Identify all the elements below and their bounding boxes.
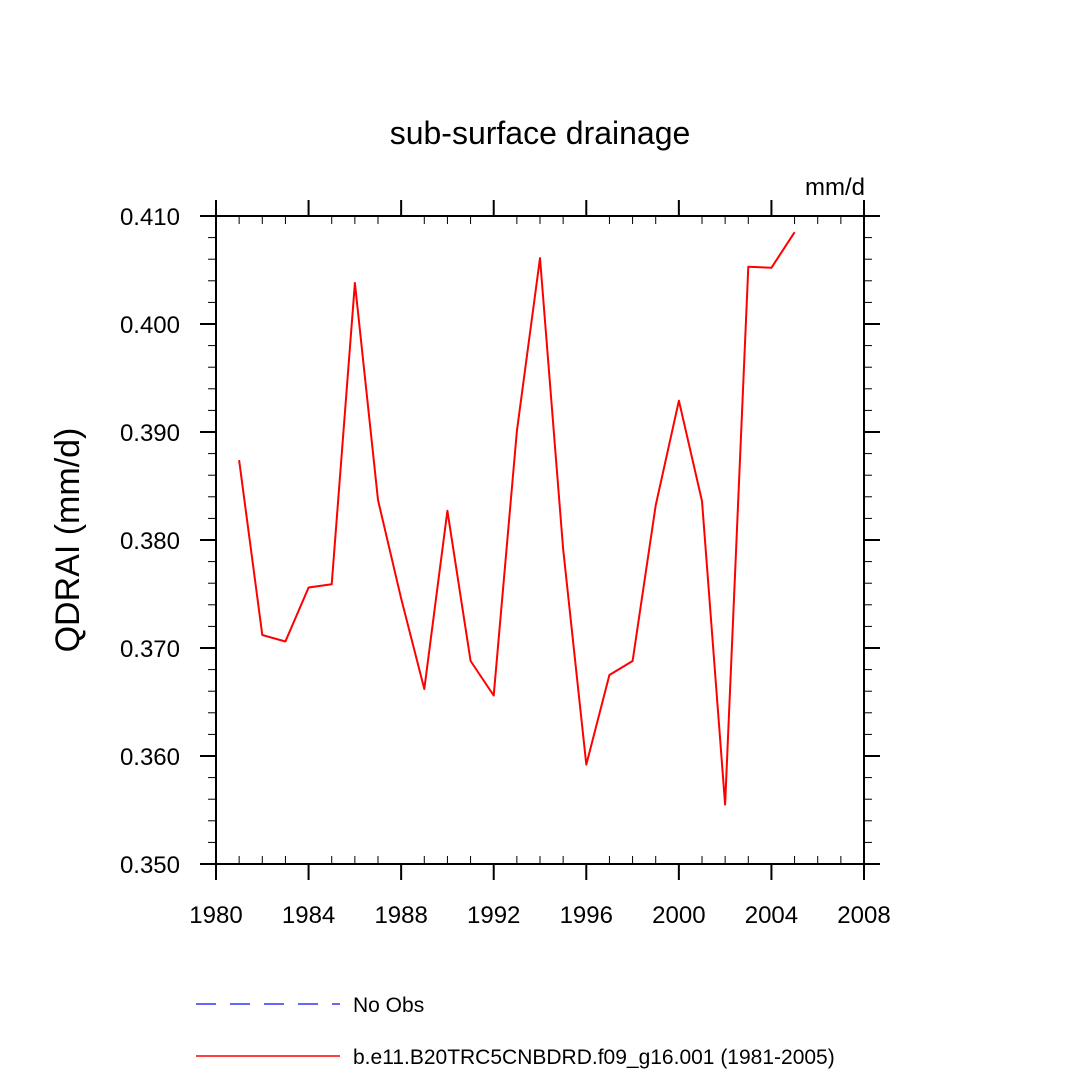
minor-ticks	[208, 216, 872, 864]
y-tick-label: 0.410	[120, 204, 180, 231]
series-line-1	[238, 231, 796, 806]
x-tick-label: 1992	[467, 902, 520, 929]
plot-frame	[215, 215, 865, 865]
x-tick-label: 1988	[374, 902, 427, 929]
units-label: mm/d	[805, 174, 865, 201]
y-axis-label: QDRAI (mm/d)	[49, 428, 87, 653]
y-tick-label: 0.390	[120, 420, 180, 447]
y-tick-label: 0.370	[120, 636, 180, 663]
y-tick-label: 0.400	[120, 312, 180, 339]
x-tick-label: 1984	[282, 902, 335, 929]
x-tick-label: 1996	[560, 902, 613, 929]
x-tick-label: 2008	[837, 902, 890, 929]
y-tick-labels: 0.350 0.360 0.370 0.380 0.390 0.400 0.410	[120, 204, 180, 879]
x-tick-labels: 1980 1984 1988 1992 1996 2000 2004 2008	[189, 902, 890, 929]
legend-label-model-run: b.e11.B20TRC5CNBDRD.f09_g16.001 (1981-20…	[353, 1046, 835, 1069]
series-layer	[238, 231, 796, 806]
x-tick-label: 1980	[189, 902, 242, 929]
major-ticks	[200, 200, 880, 880]
legend: No Obs b.e11.B20TRC5CNBDRD.f09_g16.001 (…	[196, 994, 835, 1069]
x-tick-label: 2000	[652, 902, 705, 929]
chart-title: sub-surface drainage	[390, 115, 691, 151]
y-tick-label: 0.380	[120, 528, 180, 555]
x-tick-label: 2004	[745, 902, 798, 929]
y-tick-label: 0.350	[120, 852, 180, 879]
y-tick-label: 0.360	[120, 744, 180, 771]
legend-label-no-obs: No Obs	[353, 994, 424, 1017]
